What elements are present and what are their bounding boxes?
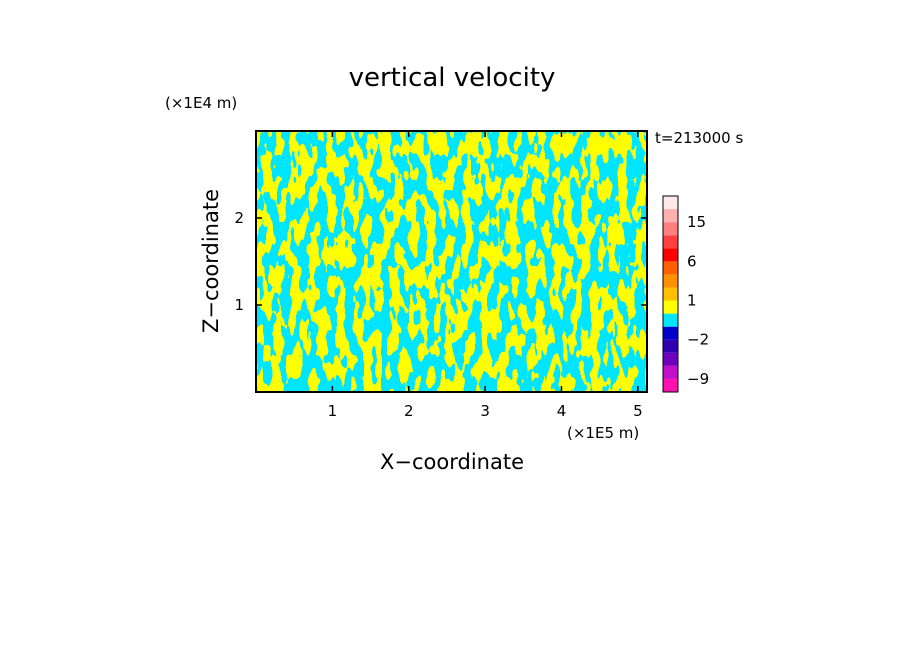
colorbar-segment bbox=[663, 313, 678, 327]
colorbar-label: 1 bbox=[687, 292, 697, 310]
colorbar-segment bbox=[663, 300, 678, 314]
x-axis: 1 2 3 4 5 bbox=[328, 131, 643, 420]
x-unit-label: (×1E5 m) bbox=[567, 424, 639, 442]
chart-title: vertical velocity bbox=[349, 63, 556, 93]
colorbar-segment bbox=[663, 261, 678, 275]
colorbar-segment bbox=[663, 326, 678, 340]
y-tick-label: 1 bbox=[234, 296, 244, 314]
colorbar-segment bbox=[663, 235, 678, 249]
colorbar-segment bbox=[663, 222, 678, 236]
colorbar-segment bbox=[663, 287, 678, 301]
velocity-field bbox=[256, 131, 647, 392]
x-tick-label: 5 bbox=[633, 402, 643, 420]
colorbar-label: 15 bbox=[687, 213, 706, 231]
x-tick-label: 4 bbox=[557, 402, 567, 420]
colorbar-label: −9 bbox=[687, 370, 709, 388]
positive-velocity-region bbox=[256, 131, 647, 392]
x-tick-label: 1 bbox=[328, 402, 338, 420]
colorbar-segment bbox=[663, 248, 678, 262]
y-axis: 12 bbox=[234, 209, 647, 314]
colorbar-segment bbox=[663, 274, 678, 288]
colorbar-segment bbox=[663, 378, 678, 392]
x-tick-label: 2 bbox=[404, 402, 414, 420]
colorbar: 15 6 1 −2 −9 bbox=[662, 195, 709, 393]
colorbar-segment bbox=[663, 196, 678, 210]
colorbar-segment bbox=[663, 209, 678, 223]
plot-frame bbox=[255, 130, 648, 393]
x-tick-label: 3 bbox=[480, 402, 490, 420]
colorbar-segment bbox=[663, 352, 678, 366]
time-label: t=213000 s bbox=[655, 129, 743, 147]
colorbar-label: 6 bbox=[687, 252, 697, 270]
colorbar-segment bbox=[663, 339, 678, 353]
y-axis-label: Z−coordinate bbox=[199, 189, 223, 333]
colorbar-label: −2 bbox=[687, 331, 709, 349]
colorbar-segment bbox=[663, 365, 678, 379]
colorbar-frame bbox=[662, 195, 679, 393]
y-unit-label: (×1E4 m) bbox=[165, 94, 237, 112]
x-axis-label: X−coordinate bbox=[380, 450, 524, 474]
y-tick-label: 2 bbox=[234, 209, 244, 227]
